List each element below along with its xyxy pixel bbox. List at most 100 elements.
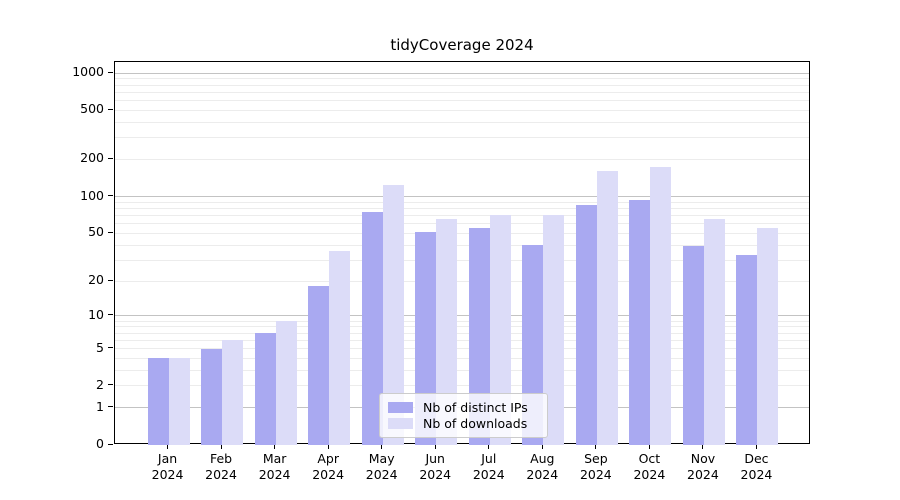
gridline-minor (115, 207, 809, 209)
legend-swatch-downloads (388, 418, 413, 430)
gridline-minor (115, 214, 809, 216)
x-tick-mark (220, 444, 222, 449)
y-tick-label: 10 (88, 306, 104, 322)
x-tick-mark (167, 444, 169, 449)
x-tick-label: May 2024 (365, 451, 398, 482)
gridline-minor (115, 244, 809, 246)
gridline-minor (115, 91, 809, 93)
x-tick-label: Mar 2024 (258, 451, 291, 482)
x-tick-mark (595, 444, 597, 449)
legend-item-distinct-ips: Nb of distinct IPs (388, 400, 537, 415)
x-tick-mark (434, 444, 436, 449)
y-tick-mark (108, 195, 113, 196)
x-tick-label: Apr 2024 (312, 451, 345, 482)
gridline-minor (115, 158, 809, 160)
bar-downloads-may (382, 184, 404, 445)
bar-downloads-nov (703, 219, 725, 445)
plot-area: Nb of distinct IPs Nb of downloads (114, 61, 810, 445)
y-tick-mark (108, 108, 113, 110)
legend-label-downloads: Nb of downloads (423, 416, 528, 432)
x-tick-label: Aug 2024 (526, 451, 559, 482)
gridline-minor (115, 137, 809, 139)
x-tick-mark (488, 444, 490, 449)
y-tick-mark (108, 157, 113, 159)
gridline-major (115, 315, 809, 317)
bar-downloads-aug (543, 215, 565, 445)
gridline-minor (115, 201, 809, 203)
bar-distinct-ips-jun (415, 232, 437, 445)
gridline-major (115, 72, 809, 74)
bar-distinct-ips-nov (682, 246, 704, 445)
bar-downloads-mar (275, 321, 297, 445)
gridline-minor (115, 121, 809, 123)
y-tick-mark (108, 347, 113, 349)
bar-distinct-ips-jul (468, 228, 490, 445)
chart-title: tidyCoverage 2024 (390, 36, 534, 54)
bar-downloads-jul (489, 214, 511, 445)
bar-distinct-ips-dec (736, 255, 758, 445)
y-tick-label: 500 (80, 101, 104, 117)
x-tick-label: Feb 2024 (205, 451, 237, 482)
y-tick-mark (108, 384, 113, 386)
y-tick-label: 50 (88, 224, 104, 240)
legend-swatch-distinct-ips (388, 401, 413, 413)
gridline-minor (115, 348, 809, 350)
y-tick-label: 0 (96, 436, 104, 451)
bar-downloads-dec (757, 228, 779, 445)
gridline-minor (115, 332, 809, 334)
y-tick-label: 20 (88, 272, 104, 288)
x-tick-label: Sep 2024 (579, 451, 612, 482)
y-tick-label: 5 (96, 339, 104, 355)
legend: Nb of distinct IPs Nb of downloads (379, 393, 548, 438)
x-tick-label: Jun 2024 (419, 451, 452, 482)
gridline-minor (115, 84, 809, 86)
x-tick-label: Jan 2024 (151, 451, 184, 482)
bar-downloads-feb (222, 340, 244, 445)
y-tick-mark (108, 443, 113, 445)
y-tick-label: 2 (96, 376, 104, 392)
x-tick-label: Oct 2024 (633, 451, 666, 482)
bar-distinct-ips-feb (201, 348, 223, 445)
bar-downloads-jan (168, 358, 190, 445)
x-tick-mark (274, 444, 276, 449)
bar-downloads-apr (329, 250, 351, 445)
y-tick-label: 1000 (72, 64, 104, 79)
x-tick-mark (648, 444, 650, 449)
gridline-minor (115, 259, 809, 261)
gridline-minor (115, 339, 809, 341)
x-tick-mark (541, 444, 543, 449)
gridline-minor (115, 109, 809, 111)
gridline-major (115, 196, 809, 197)
y-tick-label: 200 (80, 150, 104, 166)
y-tick-mark (108, 231, 113, 233)
bar-distinct-ips-sep (575, 205, 597, 445)
bar-distinct-ips-may (361, 211, 383, 445)
gridline-minor (115, 320, 809, 322)
bar-distinct-ips-mar (254, 333, 276, 445)
y-tick-label: 1 (96, 398, 104, 414)
gridline-minor (115, 232, 809, 234)
gridline-minor (115, 78, 809, 80)
y-tick-label: 100 (80, 187, 104, 203)
x-tick-label: Dec 2024 (740, 451, 773, 482)
bar-distinct-ips-oct (629, 200, 651, 445)
gridline-minor (115, 385, 809, 387)
x-tick-mark (755, 444, 757, 449)
y-tick-mark (108, 314, 113, 316)
y-tick-mark (108, 71, 113, 73)
bar-downloads-sep (596, 171, 618, 445)
gridline-minor (115, 280, 809, 282)
bar-distinct-ips-jan (147, 358, 169, 445)
legend-item-downloads: Nb of downloads (388, 416, 537, 431)
x-tick-mark (702, 444, 704, 449)
gridline-minor (115, 223, 809, 225)
y-tick-mark (108, 406, 113, 408)
gridline-minor (115, 326, 809, 328)
bar-distinct-ips-apr (308, 286, 330, 445)
x-tick-mark (381, 444, 383, 449)
gridline-minor (115, 369, 809, 371)
legend-label-distinct-ips: Nb of distinct IPs (423, 399, 528, 415)
x-tick-label: Jul 2024 (472, 451, 505, 482)
y-tick-mark (108, 279, 113, 281)
